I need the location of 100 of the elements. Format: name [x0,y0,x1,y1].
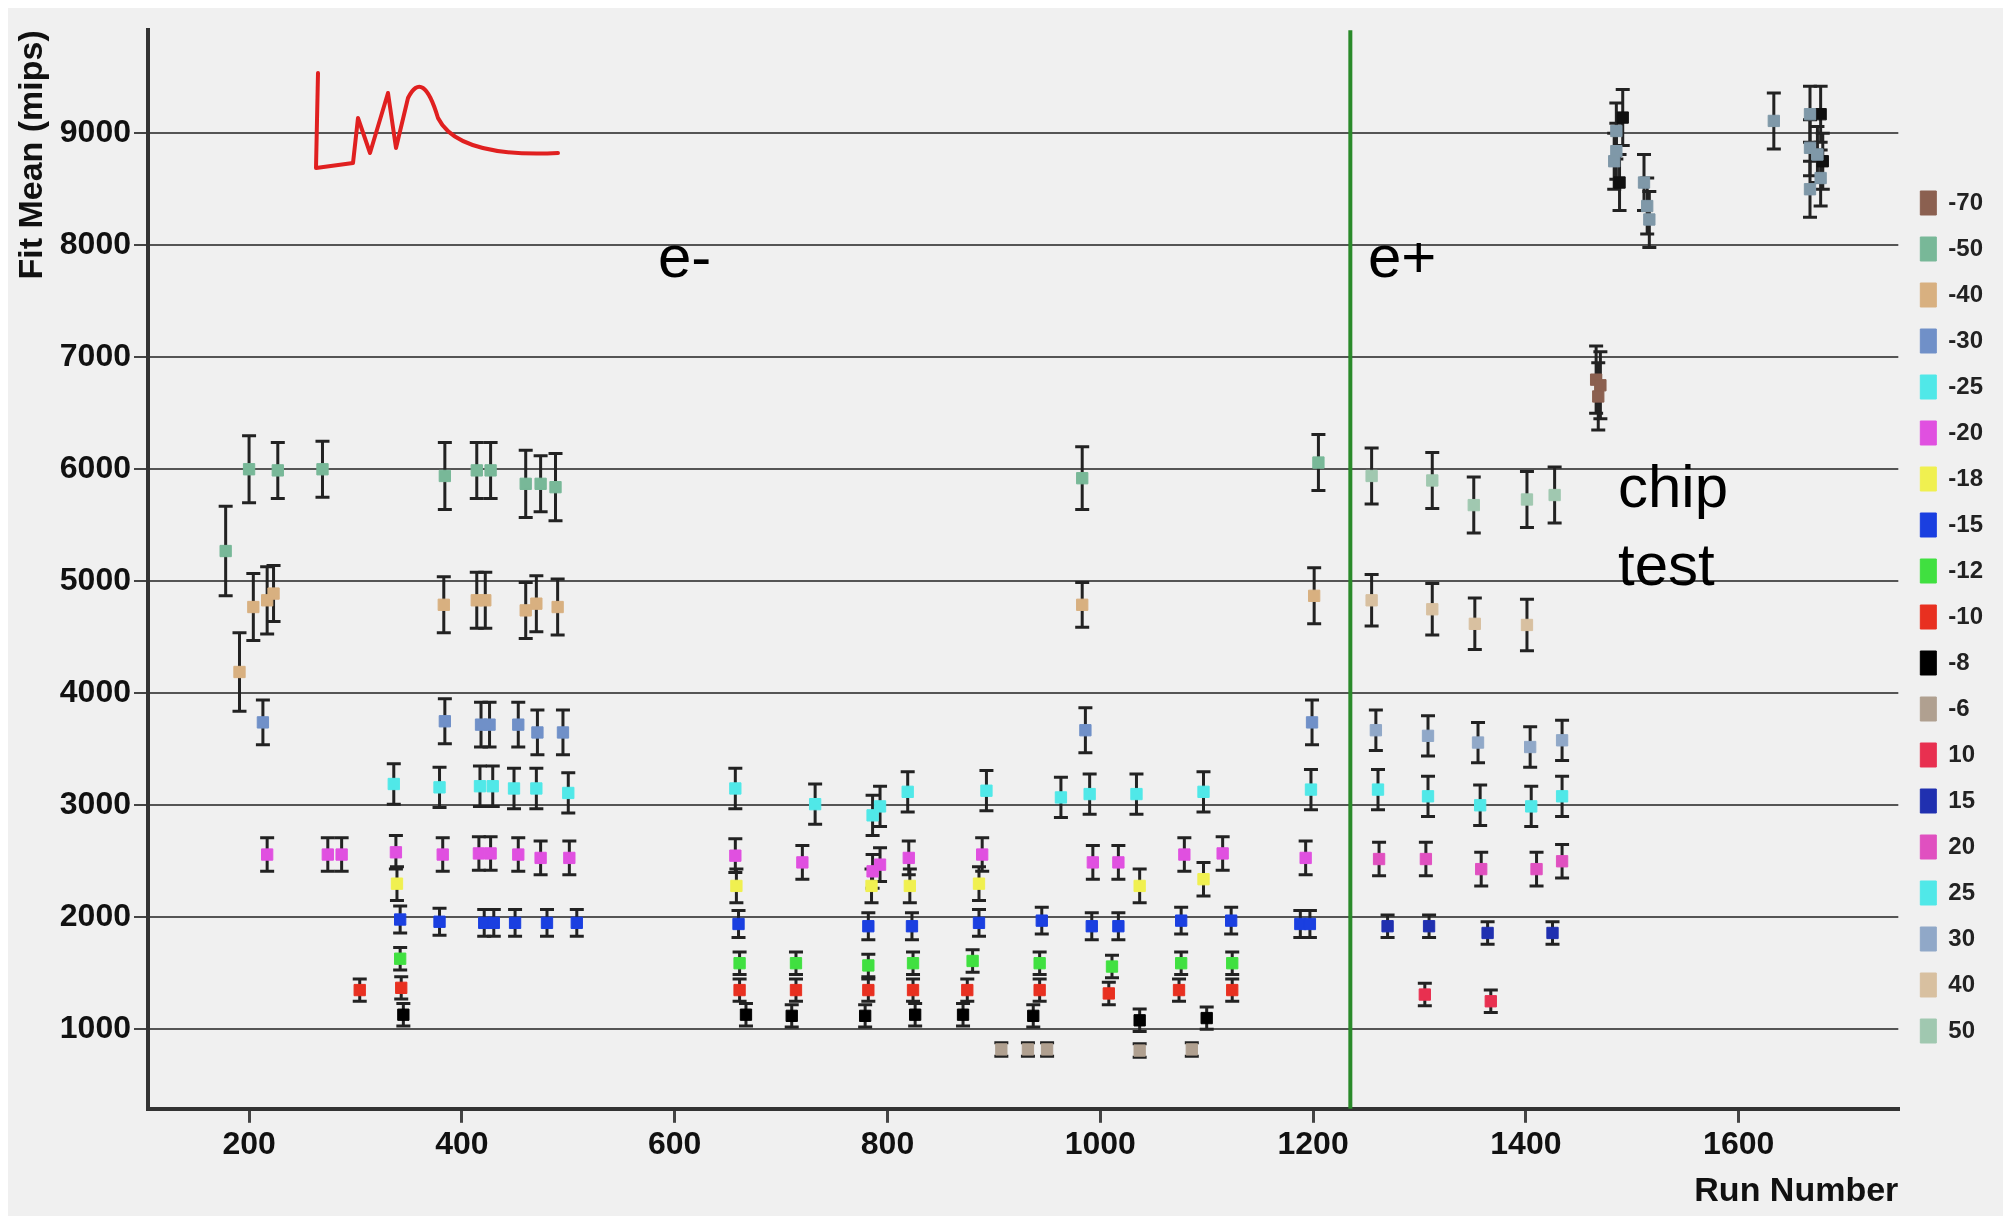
legend-label: -18 [1948,463,1983,491]
point [242,463,256,476]
point [1803,183,1817,196]
point [1105,960,1119,973]
point [397,1008,410,1021]
x-tick-label: 800 [860,1124,915,1161]
y-tick-label: 6000 [59,449,131,486]
point [1178,848,1191,861]
x-tick-label: 400 [435,1124,489,1161]
point [1767,114,1780,128]
point [486,780,499,793]
point [261,848,274,861]
point [483,718,496,731]
point [562,786,575,800]
point [437,598,450,611]
point [1616,111,1629,124]
point [1035,914,1048,927]
legend-label: -70 [1948,187,1983,215]
point [1546,926,1559,940]
y-tick-label: 8000 [59,225,131,262]
point [1130,787,1143,801]
point [1473,799,1487,812]
point [1803,108,1817,121]
point [729,782,742,795]
point [534,477,547,490]
legend-label: -6 [1948,693,1970,721]
point [1365,469,1378,483]
point [436,848,449,861]
point [433,781,446,794]
point [530,782,543,795]
point [353,983,366,997]
point [321,848,334,861]
point [247,600,260,614]
point [563,851,576,865]
point [972,877,986,890]
point [271,464,284,477]
point [789,957,803,970]
point [1079,724,1092,737]
y-tick-label: 5000 [59,561,131,598]
point [519,477,532,490]
point [1133,879,1146,893]
point [796,856,809,869]
point [873,800,887,813]
point [901,785,914,798]
point [1421,729,1435,742]
point [1421,790,1435,803]
point [1197,785,1210,798]
point [1308,589,1321,602]
point [1086,856,1099,869]
point [976,848,989,861]
point [1520,618,1534,632]
point [1372,852,1386,866]
x-tick-label: 200 [222,1124,276,1161]
point [865,879,878,893]
point [484,847,497,860]
point [1133,1014,1146,1027]
point [1175,914,1188,927]
point [1304,783,1318,796]
point [1112,920,1125,933]
point [267,587,280,600]
point [1083,787,1096,801]
point [530,597,543,610]
point [1613,176,1626,189]
point [507,782,521,795]
point [470,464,483,477]
point [389,846,403,859]
point [1814,171,1827,185]
legend-label: -12 [1948,555,1983,583]
point [519,604,532,617]
point [394,952,407,965]
point [1225,914,1238,927]
point [1422,920,1436,933]
point [906,983,920,997]
point [1468,617,1481,630]
point [1303,917,1317,931]
point [1811,148,1824,161]
point [438,469,452,483]
point [472,847,486,860]
y-tick-label: 3000 [59,785,131,822]
point [1200,1011,1213,1025]
point [1467,498,1480,512]
point [1555,855,1569,868]
point [549,481,562,494]
point [1548,488,1561,502]
point [390,877,404,890]
legend-label: -15 [1948,509,1983,537]
point [1426,603,1439,616]
point [512,848,525,861]
point [1312,456,1325,469]
point [1524,740,1537,754]
point [1426,474,1439,487]
legend-label: 30 [1948,923,1976,951]
point [1381,920,1394,933]
point [1027,1009,1040,1022]
point [873,858,887,871]
point [961,983,974,997]
point [540,916,554,930]
point [551,600,564,614]
point [1033,983,1046,997]
point [789,983,803,997]
